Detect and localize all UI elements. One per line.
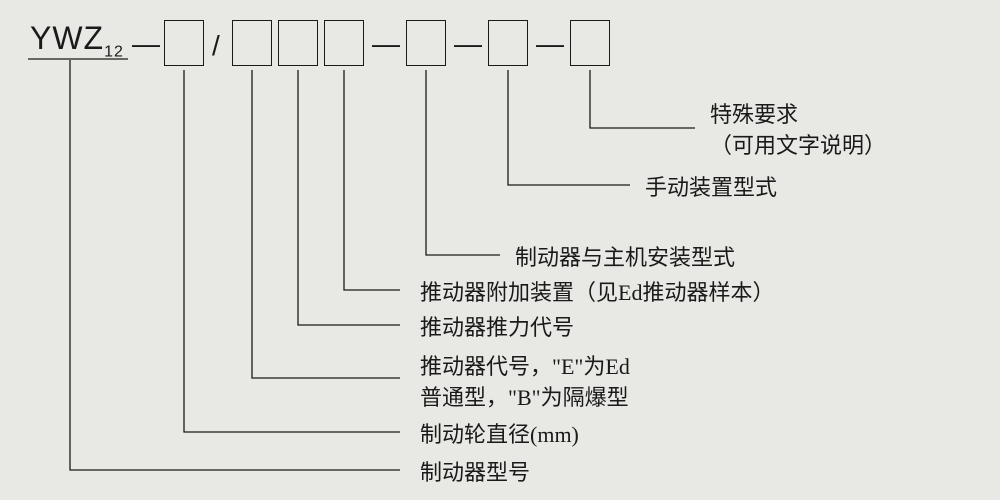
desc-label-line1: 推动器附加装置（见Ed推动器样本） [420, 278, 774, 309]
desc-label-line1: 推动器推力代号 [420, 313, 574, 344]
desc-label-line1: 特殊要求 [710, 100, 886, 131]
desc-label-3: 推动器推力代号 [420, 313, 574, 344]
desc-label-1: 制动轮直径(mm) [420, 420, 579, 451]
desc-label-line1: 制动轮直径(mm) [420, 420, 579, 451]
desc-label-5: 制动器与主机安装型式 [515, 243, 735, 274]
connector-line-7 [590, 70, 695, 128]
desc-label-line1: 推动器代号，"E"为Ed [420, 352, 630, 383]
connector-line-4 [344, 70, 400, 290]
desc-label-line1: 制动器型号 [420, 458, 530, 489]
connector-line-0 [70, 60, 400, 470]
desc-label-7: 特殊要求（可用文字说明） [710, 100, 886, 162]
desc-label-line1: 手动装置型式 [645, 173, 777, 204]
desc-label-6: 手动装置型式 [645, 173, 777, 204]
connector-line-3 [298, 70, 400, 325]
connector-line-2 [252, 70, 400, 378]
desc-label-line2: 普通型，"B"为隔爆型 [420, 383, 630, 414]
desc-label-4: 推动器附加装置（见Ed推动器样本） [420, 278, 774, 309]
desc-label-2: 推动器代号，"E"为Ed普通型，"B"为隔爆型 [420, 352, 630, 414]
connector-line-5 [426, 70, 500, 255]
diagram-canvas: YWZ12 —/——— 制动器型号制动轮直径(mm)推动器代号，"E"为Ed普通… [0, 0, 1000, 500]
desc-label-0: 制动器型号 [420, 458, 530, 489]
desc-label-line1: 制动器与主机安装型式 [515, 243, 735, 274]
desc-label-line2: （可用文字说明） [710, 131, 886, 162]
